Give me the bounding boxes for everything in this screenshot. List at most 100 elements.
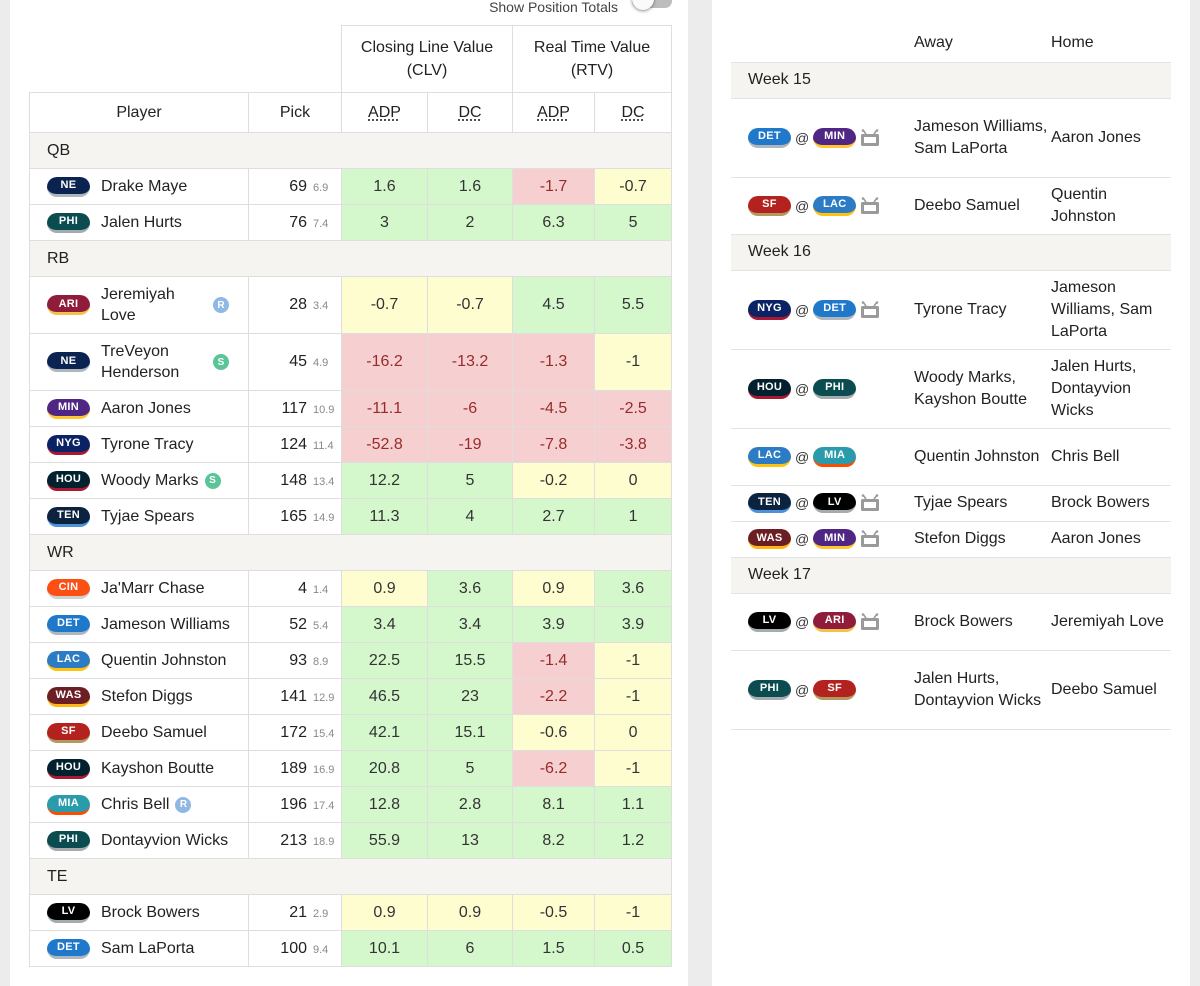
player-name[interactable]: Woody Marks: [101, 472, 199, 489]
away-team-pill[interactable]: WAS: [748, 529, 791, 549]
clv-dc-abbr[interactable]: DC: [458, 103, 482, 121]
player-name[interactable]: Kayshon Boutte: [101, 760, 214, 777]
player-name[interactable]: Tyrone Tracy: [101, 436, 194, 453]
away-team-pill[interactable]: SF: [748, 195, 791, 216]
home-team-pill[interactable]: LAC: [813, 195, 857, 216]
home-team-pill[interactable]: DET: [813, 299, 857, 320]
player-name[interactable]: Chris Bell: [101, 796, 170, 813]
game-row[interactable]: HOU @ PHI Woody Marks, Kayshon Boutte Jalen …: [731, 349, 1171, 429]
home-team-pill[interactable]: ARI: [813, 611, 857, 632]
home-team-pill[interactable]: SF: [813, 679, 857, 700]
home-team-pill[interactable]: MIA: [813, 446, 857, 467]
player-name[interactable]: Sam LaPorta: [101, 940, 195, 957]
position-totals-toggle[interactable]: [632, 0, 672, 14]
team-pill[interactable]: NE: [47, 176, 90, 197]
team-pill[interactable]: HOU: [47, 470, 90, 491]
player-name[interactable]: Brock Bowers: [101, 904, 200, 921]
team-pill[interactable]: SF: [47, 722, 90, 743]
home-team-pill[interactable]: MIN: [813, 529, 857, 549]
player-row[interactable]: HOU Kayshon Boutte 189 16.9 20.8 5 -6.2 -1: [29, 750, 673, 787]
team-pill[interactable]: ARI: [47, 295, 90, 315]
player-row[interactable]: HOU Woody Marks S 148 13.4 12.2 5 -0.2 0: [29, 462, 673, 499]
game-row[interactable]: SF @ LAC Deebo Samuel Quentin Johnston: [731, 177, 1171, 235]
toggle-knob[interactable]: [632, 0, 654, 10]
player-info: LAC Quentin Johnston: [47, 650, 248, 671]
away-team-pill[interactable]: TEN: [748, 493, 791, 513]
player-row[interactable]: MIA Chris Bell R 196 17.4 12.8 2.8 8.1 1.1: [29, 786, 673, 823]
team-pill[interactable]: NYG: [47, 434, 90, 455]
team-pill[interactable]: CIN: [47, 578, 90, 599]
team-pill[interactable]: MIA: [47, 794, 90, 815]
home-team-pill[interactable]: LV: [813, 493, 857, 513]
column-header-rtv-dc[interactable]: DC: [594, 92, 673, 133]
player-row[interactable]: TEN Tyjae Spears 165 14.9 11.3 4 2.7 1: [29, 498, 673, 535]
game-row[interactable]: NYG @ DET Tyrone Tracy Jameson Williams, Sam…: [731, 270, 1171, 350]
column-header-rtv-adp[interactable]: ADP: [512, 92, 596, 133]
game-row[interactable]: WAS @ MIN Stefon Diggs Aaron Jones: [731, 521, 1171, 558]
player-name[interactable]: Jalen Hurts: [101, 214, 182, 231]
player-name[interactable]: Aaron Jones: [101, 400, 191, 417]
team-pill[interactable]: LAC: [47, 650, 90, 671]
home-team-pill[interactable]: MIN: [813, 127, 857, 148]
player-row[interactable]: LV Brock Bowers 21 2.9 0.9 0.9 -0.5 -1: [29, 894, 673, 931]
player-name[interactable]: Drake Maye: [101, 178, 188, 195]
player-row[interactable]: PHI Jalen Hurts 76 7.4 3 2 6.3 5: [29, 204, 673, 241]
player-name[interactable]: Quentin Johnston: [101, 652, 227, 669]
away-team-pill[interactable]: LAC: [748, 446, 791, 467]
team-pill[interactable]: PHI: [47, 212, 90, 233]
player-row[interactable]: NE Drake Maye 69 6.9 1.6 1.6 -1.7 -0.7: [29, 168, 673, 205]
player-row[interactable]: PHI Dontayvion Wicks 213 18.9 55.9 13 8.2 1.2: [29, 822, 673, 859]
player-name[interactable]: Dontayvion Wicks: [101, 832, 229, 849]
rtv-dc-abbr[interactable]: DC: [621, 103, 645, 121]
team-pill[interactable]: PHI: [47, 830, 90, 851]
player-row[interactable]: DET Jameson Williams 52 5.4 3.4 3.4 3.9 3.9: [29, 606, 673, 643]
home-team-pill[interactable]: PHI: [813, 378, 857, 399]
player-row[interactable]: MIN Aaron Jones 117 10.9 -11.1 -6 -4.5 -2.5: [29, 390, 673, 427]
team-pill[interactable]: LV: [47, 902, 90, 923]
rtv-adp-abbr[interactable]: ADP: [537, 103, 570, 121]
game-row[interactable]: DET @ MIN Jameson Williams, Sam LaPorta Aaro…: [731, 98, 1171, 178]
away-team-pill[interactable]: PHI: [748, 679, 791, 700]
pick-round: 13.4: [313, 475, 335, 488]
clv-adp-value: 12.2: [341, 462, 428, 499]
player-name[interactable]: Stefon Diggs: [101, 688, 193, 705]
game-row[interactable]: TEN @ LV Tyjae Spears Brock Bowers: [731, 485, 1171, 522]
clv-adp-abbr[interactable]: ADP: [368, 103, 401, 121]
team-pill[interactable]: TEN: [47, 506, 90, 527]
tv-icon: [860, 196, 880, 215]
rtv-dc-value: 1: [594, 498, 673, 535]
game-row[interactable]: LV @ ARI Brock Bowers Jeremiyah Love: [731, 593, 1171, 651]
team-pill[interactable]: NE: [47, 352, 90, 372]
player-row[interactable]: DET Sam LaPorta 100 9.4 10.1 6 1.5 0.5: [29, 930, 673, 967]
column-header-pick[interactable]: Pick: [248, 92, 342, 133]
player-name[interactable]: TreVeyon Henderson: [101, 343, 180, 381]
team-pill[interactable]: DET: [47, 614, 90, 635]
player-name[interactable]: Ja'Marr Chase: [101, 580, 205, 597]
player-row[interactable]: NYG Tyrone Tracy 124 11.4 -52.8 -19 -7.8 -3.8: [29, 426, 673, 463]
player-row[interactable]: LAC Quentin Johnston 93 8.9 22.5 15.5 -1.4 -1: [29, 642, 673, 679]
team-pill[interactable]: WAS: [47, 686, 90, 707]
team-pill[interactable]: DET: [47, 938, 90, 959]
column-header-clv-adp[interactable]: ADP: [341, 92, 428, 133]
player-row[interactable]: WAS Stefon Diggs 141 12.9 46.5 23 -2.2 -1: [29, 678, 673, 715]
team-pill[interactable]: MIN: [47, 398, 90, 419]
player-name[interactable]: Jameson Williams: [101, 616, 230, 633]
player-row[interactable]: CIN Ja'Marr Chase 4 1.4 0.9 3.6 0.9 3.6: [29, 570, 673, 607]
player-row[interactable]: SF Deebo Samuel 172 15.4 42.1 15.1 -0.6 0: [29, 714, 673, 751]
player-row[interactable]: NE TreVeyon Henderson S 45 4.9 -16.2 -13.2 -1.3…: [29, 333, 673, 391]
rtv-dc-value: -1: [594, 678, 673, 715]
away-team-pill[interactable]: HOU: [748, 378, 791, 399]
away-team-pill[interactable]: DET: [748, 127, 791, 148]
away-team-pill[interactable]: NYG: [748, 299, 791, 320]
player-row[interactable]: ARI Jeremiyah Love R 28 3.4 -0.7 -0.7 4.5 5.5: [29, 276, 673, 334]
column-header-player[interactable]: Player: [29, 92, 249, 133]
away-team-pill[interactable]: LV: [748, 611, 791, 632]
pick-number: 100: [280, 939, 307, 957]
game-row[interactable]: LAC @ MIA Quentin Johnston Chris Bell: [731, 428, 1171, 486]
player-name[interactable]: Tyjae Spears: [101, 508, 195, 525]
team-pill[interactable]: HOU: [47, 758, 90, 779]
column-header-clv-dc[interactable]: DC: [426, 92, 514, 133]
player-name[interactable]: Deebo Samuel: [101, 724, 207, 741]
player-name[interactable]: Jeremiyah Love: [101, 286, 175, 324]
game-row[interactable]: PHI @ SF Jalen Hurts, Dontayvion Wicks Deebo…: [731, 650, 1171, 730]
